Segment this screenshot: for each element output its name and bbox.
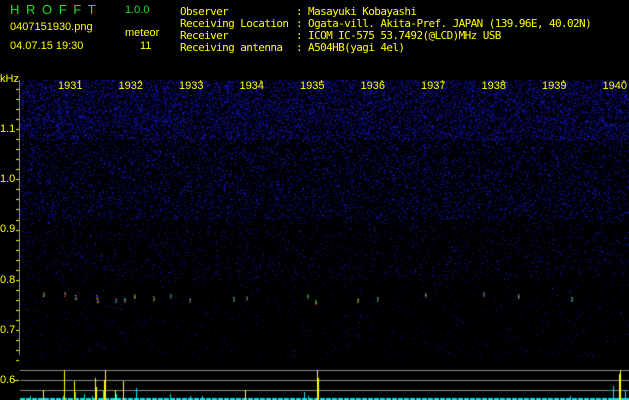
freq-label: 0.6 (0, 374, 16, 386)
spectrogram (19, 80, 629, 358)
time-label: 1933 (179, 80, 204, 92)
info-label-antenna: Receiving antenna (180, 41, 283, 54)
freq-axis (0, 80, 20, 370)
meteor-count: 11 (140, 40, 152, 52)
info-label-receiver: Receiver (180, 29, 229, 42)
info-label-location: Receiving Location (180, 17, 289, 30)
file-datetime: 04.07.15 19:30 (10, 40, 84, 52)
meteor-label: meteor (125, 27, 160, 39)
time-label: 1931 (58, 80, 83, 92)
meteor-count-histogram (0, 360, 629, 400)
file-name: 0407151930.png (10, 21, 93, 33)
time-label: 1936 (360, 80, 385, 92)
info-label-observer: Observer (180, 5, 229, 18)
time-label: 1934 (239, 80, 264, 92)
info-value-receiver: : ICOM IC-575 53.7492(@LCD)MHz USB (296, 29, 501, 42)
time-label: 1932 (118, 80, 143, 92)
time-label: 1937 (421, 80, 446, 92)
info-value-location: : Ogata-vill. Akita-Pref. JAPAN (139.96E… (296, 17, 592, 30)
app-version: 1.0.0 (125, 4, 150, 16)
time-label: 1935 (300, 80, 325, 92)
time-label: 1939 (542, 80, 567, 92)
info-value-observer: : Masayuki Kobayashi (296, 5, 417, 18)
time-label: 1940 (602, 80, 627, 92)
info-value-antenna: : A504HB(yagi 4el) (296, 41, 405, 54)
time-label: 1938 (481, 80, 506, 92)
app-title: H R O F F T (10, 2, 98, 17)
